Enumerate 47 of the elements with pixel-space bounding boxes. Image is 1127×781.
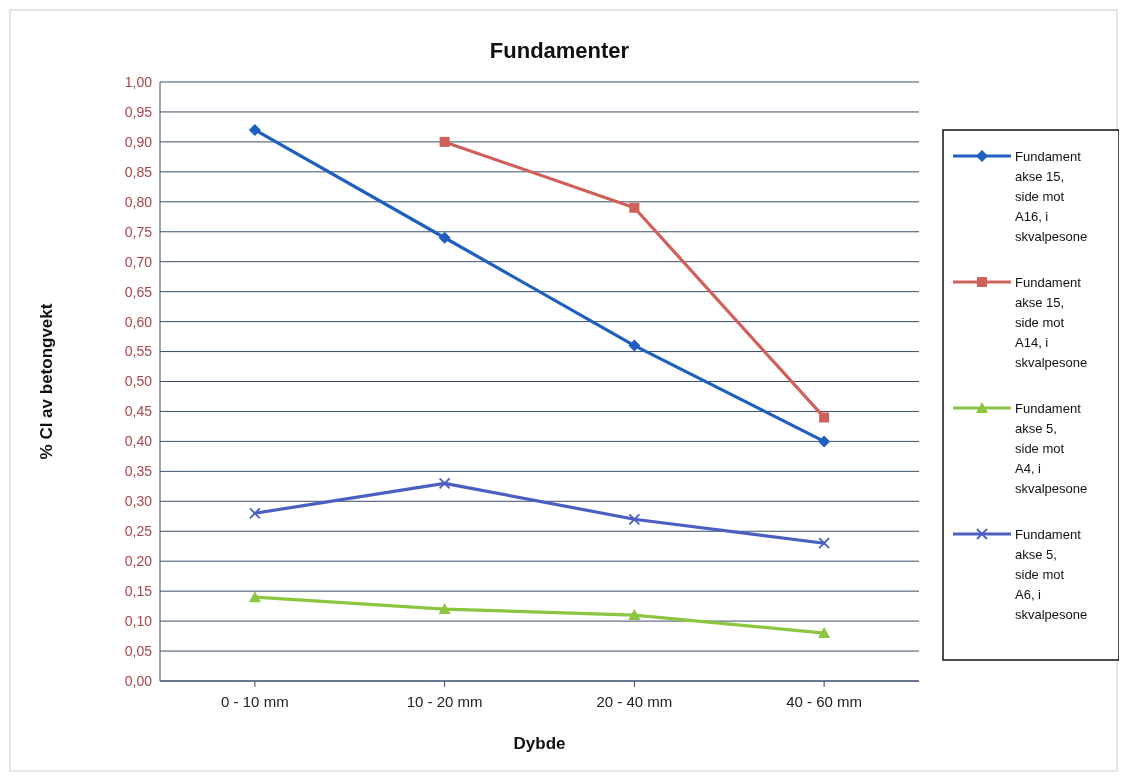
y-tick-label: 0,80 <box>124 193 153 210</box>
y-axis-title: % Cl av betongvekt <box>37 303 56 460</box>
legend-label: Fundament akse 5, side mot A6, i skvalpesone <box>1015 526 1088 622</box>
point <box>438 477 451 490</box>
y-tick-label: 0,05 <box>124 642 153 659</box>
point <box>628 339 641 352</box>
y-tick-label: 0,50 <box>124 373 153 390</box>
point <box>628 609 641 621</box>
point <box>628 513 641 526</box>
y-tick-label: 0,55 <box>124 343 153 360</box>
point <box>248 507 261 520</box>
y-tick-label: 0,00 <box>124 672 153 689</box>
y-tick-label: 0,75 <box>124 223 153 240</box>
point <box>248 123 261 136</box>
point <box>629 202 640 213</box>
y-tick-label: 0,45 <box>124 403 153 420</box>
point <box>438 231 451 244</box>
x-tick-label: 40 - 60 mm <box>786 693 863 710</box>
point <box>438 603 451 615</box>
y-tick-label: 0,35 <box>124 463 153 480</box>
y-tick-label: 0,25 <box>124 523 153 540</box>
y-tick-label: 0,15 <box>124 583 153 600</box>
y-tick-label: 0,65 <box>124 283 153 300</box>
legend-label: Fundament akse 15, side mot A14, i skvalpesone <box>1015 274 1088 370</box>
y-tick-label: 1,00 <box>124 73 153 90</box>
x-tick-label: 0 - 10 mm <box>221 693 289 710</box>
x-tick-label: 10 - 20 mm <box>406 693 483 710</box>
y-tick-label: 0,20 <box>124 553 153 570</box>
point <box>819 412 830 423</box>
y-tick-label: 0,10 <box>124 613 153 629</box>
chart-title: Fundamenter <box>489 38 630 63</box>
legend-label: Fundament akse 15, side mot A16, i skvalpesone <box>1015 148 1088 244</box>
x-axis-title: Dybde <box>513 734 566 753</box>
point <box>439 136 450 147</box>
y-tick-label: 0,70 <box>124 253 153 270</box>
y-tick-label: 0,40 <box>124 433 153 450</box>
legend-label: Fundament akse 5, side mot A4, i skvalpesone <box>1015 400 1088 496</box>
point <box>818 537 831 550</box>
y-tick-label: 0,85 <box>124 163 153 180</box>
x-tick-label: 20 - 40 mm <box>596 693 673 710</box>
y-tick-label: 0,30 <box>124 493 153 510</box>
point <box>818 435 831 448</box>
point <box>248 591 261 603</box>
y-tick-label: 0,90 <box>124 133 153 150</box>
y-tick-label: 0,60 <box>124 313 153 330</box>
point <box>818 627 831 639</box>
y-tick-label: 0,95 <box>124 103 153 120</box>
